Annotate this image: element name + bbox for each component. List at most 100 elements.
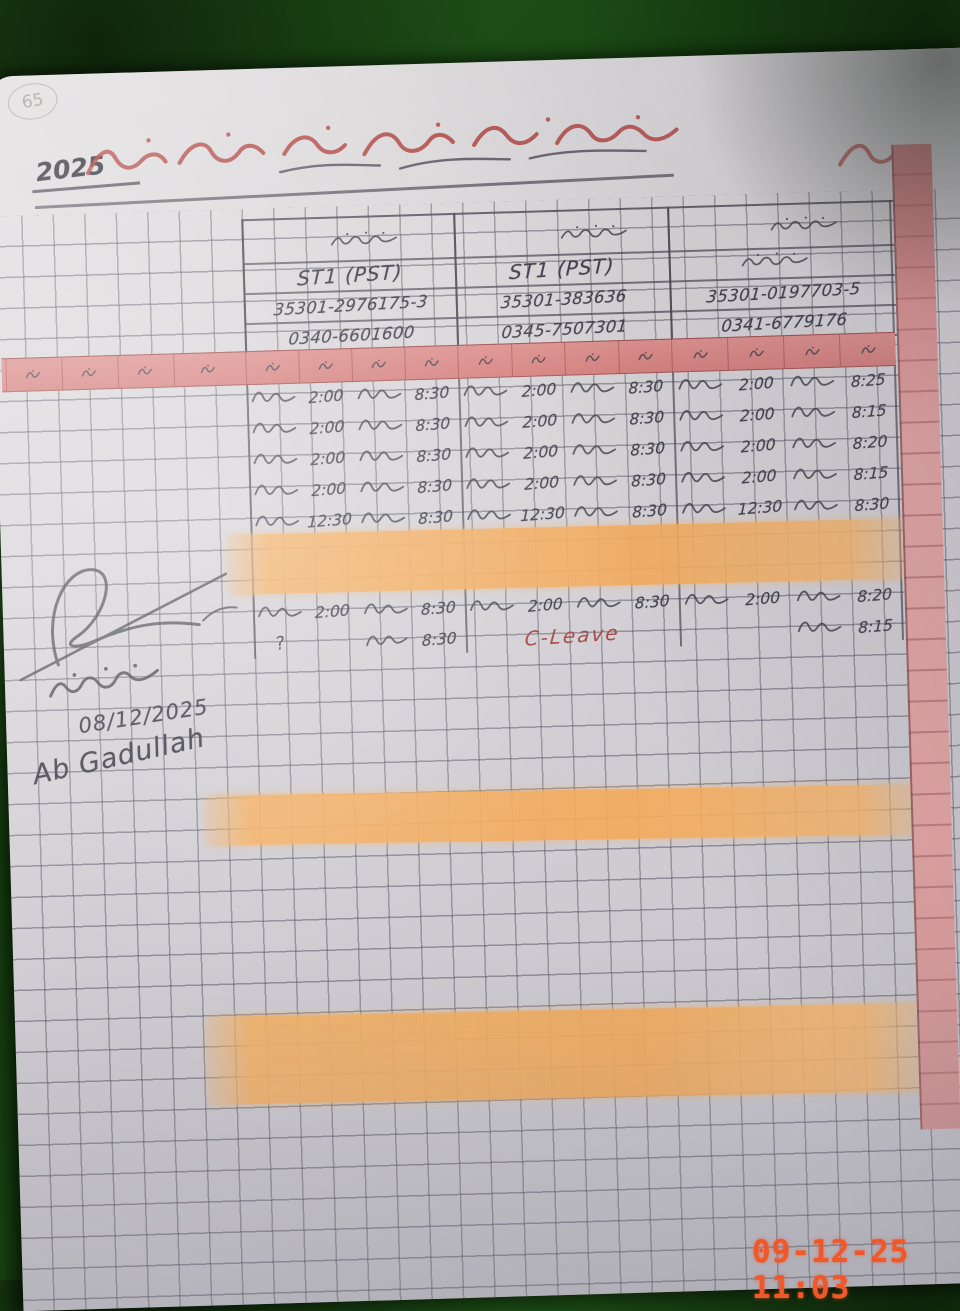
- urdu-label-mark: [136, 365, 153, 377]
- signature-mark: [462, 380, 509, 403]
- teacher2-name: [533, 215, 654, 253]
- signature-mark: [463, 411, 510, 434]
- signature-cell: [676, 493, 733, 526]
- signature-cell: [461, 468, 516, 501]
- signature-mark: [680, 467, 727, 490]
- arrival-time: 8:30: [854, 493, 890, 515]
- urdu-label-mark: [584, 352, 601, 364]
- signature-mark: [795, 585, 842, 608]
- signature-cell: [464, 590, 519, 623]
- leave-note: C-Leave: [465, 616, 680, 653]
- departure-time: 2:00: [524, 472, 560, 494]
- column-label-cell: [564, 341, 620, 375]
- signature-mark: [678, 405, 725, 428]
- signature-cell: [673, 400, 730, 433]
- signature-cell: [356, 502, 410, 535]
- urdu-label-mark: [423, 356, 440, 368]
- signature-mark: [683, 589, 730, 612]
- urdu-label-mark: [80, 367, 97, 379]
- arrival-time: 8:15: [851, 400, 887, 422]
- arrival-time: 8:30: [420, 597, 456, 619]
- signature-mark: [789, 370, 836, 393]
- departure-time: 2:00: [523, 441, 559, 463]
- signature-cell: [566, 403, 621, 436]
- teacher3-name: [733, 206, 874, 244]
- signature-mark: [252, 479, 299, 502]
- urdu-label-mark: [804, 345, 821, 357]
- teacher3-name-handwriting: [767, 214, 840, 238]
- urdu-label-mark: [199, 363, 216, 375]
- signature-mark: [677, 374, 724, 397]
- arrival-time: 8:25: [850, 369, 886, 391]
- signature-cell: [246, 382, 300, 415]
- arrival-time: 8:15: [858, 615, 894, 637]
- column-label-cell: [298, 349, 354, 383]
- signature-cell: [787, 459, 844, 492]
- title-urdu-handwriting: [86, 115, 679, 176]
- urdu-label-mark: [530, 353, 547, 365]
- signature-cell: [248, 444, 302, 477]
- arrival-time: 8:30: [416, 444, 452, 466]
- signature-mark: [791, 432, 838, 455]
- signature-mark: [256, 601, 303, 624]
- signature-cell: [786, 428, 843, 461]
- signature-mark: [468, 595, 515, 618]
- signature-cell: [250, 506, 304, 539]
- departure-time: 2:00: [310, 447, 346, 469]
- urdu-label-mark: [24, 368, 41, 380]
- departure-time: 2:00: [741, 466, 777, 487]
- attendance-row-4: 2:00 8:30 2:00 8:30 2:00 8:15: [0, 455, 960, 515]
- highlight-band-3: [207, 1003, 925, 1105]
- signature-mark: [250, 386, 297, 409]
- large-signature-flourish: [19, 568, 238, 682]
- departure-time: 2:00: [745, 587, 781, 609]
- signature-cell: [675, 462, 732, 495]
- signature-cell: [678, 584, 735, 617]
- teacher1-name-handwriting: [328, 229, 401, 253]
- column-label-cell: [618, 339, 673, 374]
- signature-mark: [362, 598, 409, 621]
- arrival-time: 8:20: [857, 584, 893, 606]
- arrival-time: 8:30: [631, 469, 667, 491]
- signature-mark: [679, 436, 726, 459]
- column-label-cell: [782, 334, 841, 369]
- arrival-time: 8:30: [629, 407, 665, 429]
- signature-cell: [249, 475, 303, 508]
- column-label-cell: [351, 347, 407, 382]
- signature-cell: [458, 375, 513, 408]
- signature-cell: [252, 597, 306, 630]
- signature-mark: [250, 417, 297, 440]
- signature-cell: [790, 580, 847, 613]
- departure-time: 2:00: [527, 594, 563, 616]
- attendance-row-5: 12:30 8:30 12:30 8:30 12:30 8:30: [0, 486, 960, 546]
- departure-time: 2:00: [309, 416, 345, 438]
- departure-time: 2:00: [738, 373, 774, 395]
- signature-mark: [569, 377, 616, 400]
- column-label-cell: [457, 344, 514, 378]
- column-label-cell: [511, 342, 566, 377]
- column-label-cell: [404, 345, 460, 380]
- arrival-time: 8:15: [853, 462, 889, 484]
- signature-mark: [358, 476, 405, 499]
- teacher3-designation-handwriting: [738, 249, 811, 273]
- column-label-cell: [245, 350, 301, 385]
- attendance-row-3: 2:00 8:30 2:00 8:30 2:00 8:20: [0, 424, 960, 484]
- urdu-label-mark: [370, 358, 387, 370]
- departure-time: 2:00: [308, 385, 344, 407]
- urdu-annotation-mark: [41, 655, 168, 710]
- attendance-row-2: 2:00 8:30 2:00 8:30 2:00 8:15: [0, 393, 960, 453]
- signature-cell: [785, 397, 842, 430]
- signature-mark: [792, 463, 839, 486]
- page-number-stamp: 65: [4, 79, 61, 124]
- column-label-cell: [173, 352, 242, 387]
- arrival-time: 8:30: [634, 591, 670, 613]
- signature-mark: [571, 439, 618, 462]
- signature-cell: [784, 366, 841, 399]
- signature-cell: [353, 409, 407, 442]
- signature-cell: [568, 465, 623, 498]
- camera-timestamp: 09-12-25 11:03: [752, 1234, 910, 1306]
- signature-cell: [460, 437, 515, 470]
- departure-time: 2:00: [739, 404, 775, 426]
- departure-time: 12:30: [737, 496, 783, 519]
- urdu-label-mark: [264, 361, 281, 373]
